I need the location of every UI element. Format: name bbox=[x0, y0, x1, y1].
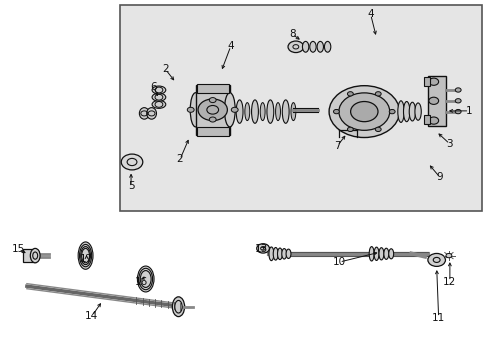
Ellipse shape bbox=[251, 100, 258, 123]
Ellipse shape bbox=[30, 248, 40, 263]
Ellipse shape bbox=[78, 242, 93, 269]
Text: 5: 5 bbox=[127, 181, 134, 192]
Text: 17: 17 bbox=[80, 254, 93, 264]
Circle shape bbox=[333, 109, 339, 114]
Ellipse shape bbox=[275, 103, 280, 121]
Text: 16: 16 bbox=[135, 276, 148, 287]
Circle shape bbox=[428, 78, 438, 85]
Ellipse shape bbox=[373, 247, 378, 261]
Ellipse shape bbox=[378, 248, 383, 260]
Bar bbox=[427, 76, 446, 126]
Ellipse shape bbox=[152, 93, 165, 101]
Ellipse shape bbox=[266, 100, 273, 123]
Circle shape bbox=[350, 102, 377, 122]
Ellipse shape bbox=[290, 103, 295, 121]
Ellipse shape bbox=[152, 86, 165, 94]
Text: 9: 9 bbox=[436, 172, 443, 183]
Ellipse shape bbox=[137, 266, 154, 292]
Text: 11: 11 bbox=[431, 312, 445, 323]
Ellipse shape bbox=[282, 100, 288, 123]
Ellipse shape bbox=[152, 100, 165, 108]
Ellipse shape bbox=[277, 248, 282, 260]
Circle shape bbox=[346, 127, 352, 131]
Ellipse shape bbox=[172, 297, 184, 317]
Ellipse shape bbox=[260, 103, 264, 121]
Bar bbox=[23, 249, 35, 262]
Ellipse shape bbox=[244, 103, 249, 121]
Circle shape bbox=[427, 253, 445, 266]
Ellipse shape bbox=[309, 41, 315, 52]
Ellipse shape bbox=[146, 108, 156, 119]
Ellipse shape bbox=[324, 41, 330, 52]
Circle shape bbox=[256, 244, 269, 253]
Text: 3: 3 bbox=[446, 139, 452, 149]
Circle shape bbox=[209, 117, 216, 122]
Circle shape bbox=[121, 154, 142, 170]
Circle shape bbox=[374, 92, 381, 96]
Circle shape bbox=[328, 86, 399, 138]
Text: 1: 1 bbox=[465, 106, 472, 116]
Text: 4: 4 bbox=[366, 9, 373, 19]
Text: 14: 14 bbox=[85, 311, 99, 321]
Ellipse shape bbox=[302, 41, 308, 52]
Circle shape bbox=[428, 117, 438, 124]
Text: 12: 12 bbox=[442, 276, 456, 287]
Circle shape bbox=[454, 99, 460, 103]
Bar bbox=[423, 115, 429, 124]
Text: 10: 10 bbox=[332, 257, 345, 267]
Text: 4: 4 bbox=[227, 41, 234, 51]
Bar bbox=[195, 85, 229, 135]
Bar bbox=[196, 84, 228, 93]
Circle shape bbox=[187, 107, 194, 112]
Ellipse shape bbox=[190, 93, 201, 127]
Circle shape bbox=[428, 97, 438, 104]
Ellipse shape bbox=[139, 108, 149, 119]
Circle shape bbox=[388, 109, 394, 114]
Circle shape bbox=[454, 109, 460, 114]
Bar bbox=[120, 5, 481, 211]
Ellipse shape bbox=[268, 247, 273, 261]
Circle shape bbox=[209, 98, 216, 103]
Text: 15: 15 bbox=[12, 244, 25, 254]
Circle shape bbox=[338, 93, 389, 130]
Circle shape bbox=[374, 127, 381, 131]
Circle shape bbox=[198, 99, 227, 121]
Ellipse shape bbox=[236, 100, 243, 123]
Circle shape bbox=[231, 107, 238, 112]
Text: 2: 2 bbox=[176, 154, 183, 165]
Text: 13: 13 bbox=[254, 244, 267, 254]
Ellipse shape bbox=[368, 247, 373, 261]
Bar bbox=[423, 77, 429, 86]
Ellipse shape bbox=[224, 93, 235, 127]
Text: 6: 6 bbox=[150, 82, 157, 92]
Circle shape bbox=[287, 41, 303, 53]
Ellipse shape bbox=[285, 249, 290, 258]
Ellipse shape bbox=[403, 102, 409, 122]
Bar bbox=[196, 127, 228, 136]
Ellipse shape bbox=[388, 249, 393, 259]
Ellipse shape bbox=[316, 41, 323, 52]
Text: 8: 8 bbox=[288, 29, 295, 39]
Ellipse shape bbox=[273, 248, 278, 260]
Circle shape bbox=[454, 88, 460, 92]
Ellipse shape bbox=[397, 101, 403, 122]
Ellipse shape bbox=[414, 103, 421, 120]
Ellipse shape bbox=[383, 248, 388, 259]
Circle shape bbox=[346, 92, 352, 96]
Ellipse shape bbox=[408, 102, 415, 121]
Ellipse shape bbox=[281, 249, 286, 259]
Text: 2: 2 bbox=[162, 64, 168, 74]
Circle shape bbox=[445, 253, 451, 258]
Text: 7: 7 bbox=[333, 141, 340, 151]
